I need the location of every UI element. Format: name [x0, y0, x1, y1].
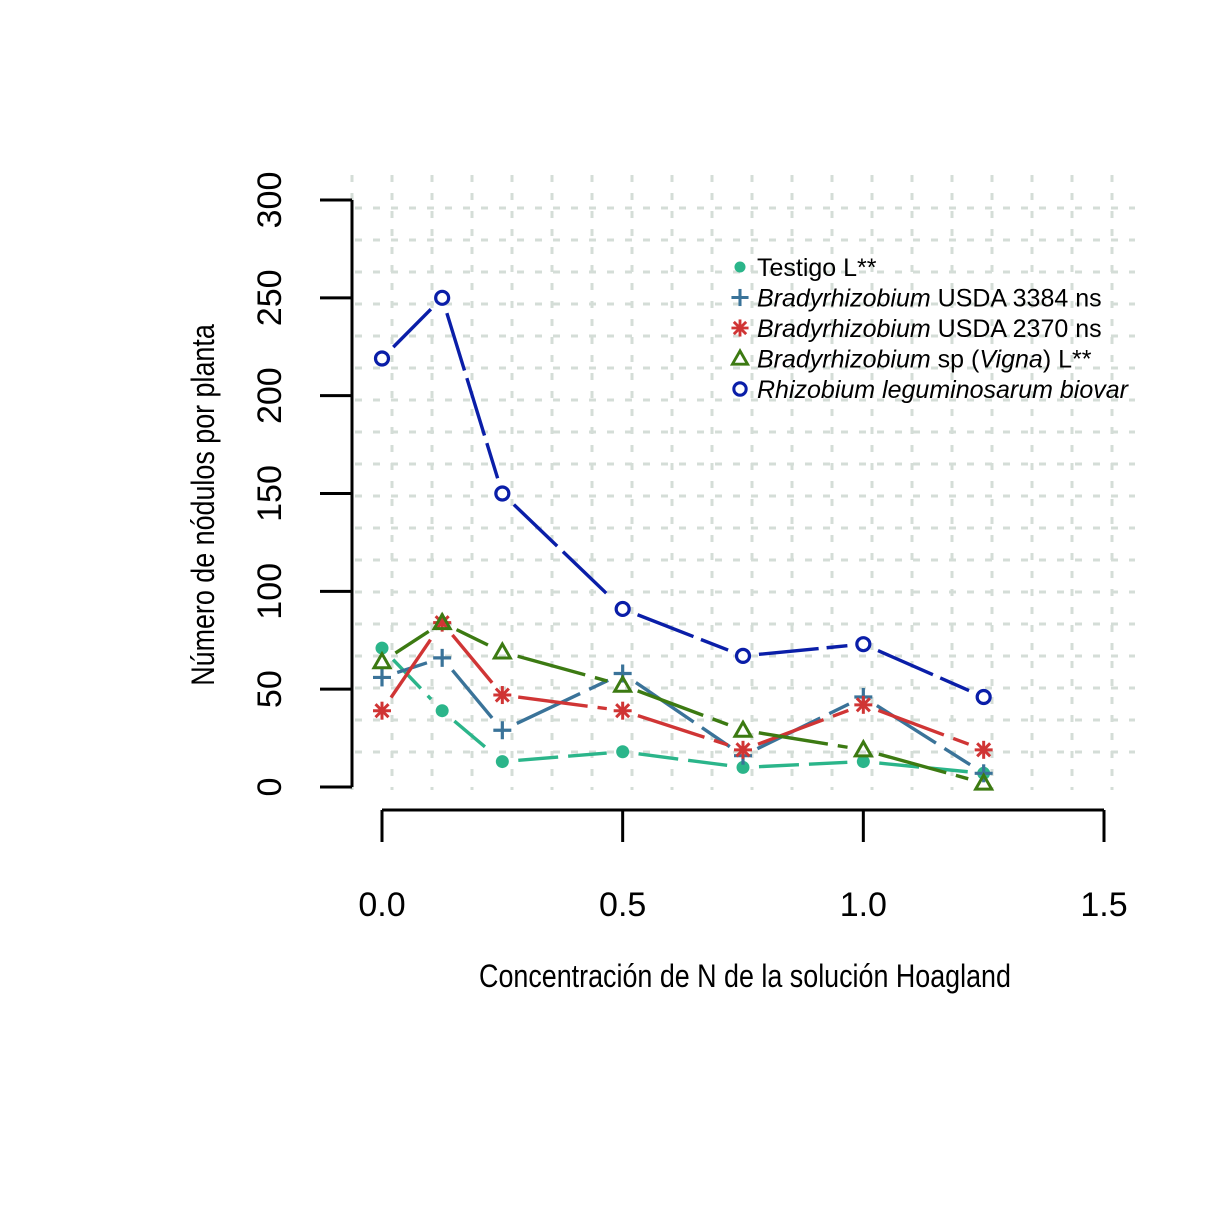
series-3-line-segment	[451, 633, 494, 684]
series-5-point	[855, 636, 872, 653]
series-5-point	[734, 647, 752, 665]
series-lines	[389, 307, 972, 781]
series-4-point	[732, 719, 754, 738]
series-4-point	[431, 611, 453, 631]
series-1-line-segment	[638, 752, 728, 768]
series-2-point	[433, 648, 452, 667]
series-4-line-segment	[455, 628, 489, 647]
series-1-point	[375, 641, 389, 655]
series-1-point	[435, 704, 449, 718]
series-3-line-segment	[757, 708, 849, 746]
grid	[350, 175, 1135, 790]
y-tick-label: 0	[251, 778, 289, 797]
y-axis-title: Número de nódulos por planta	[186, 324, 222, 686]
legend-label: Bradyrhizobium sp (Vigna) L**	[757, 346, 1092, 374]
series-1-point	[736, 760, 750, 774]
x-tick-label: 1.5	[1080, 886, 1127, 924]
series-5-line-segment	[392, 307, 433, 349]
series-5-line-segment	[758, 644, 848, 657]
series-5-line-segment	[445, 312, 500, 479]
series-1-point	[495, 755, 509, 769]
series-1-line-segment	[518, 751, 607, 762]
legend-label: Bradyrhizobium USDA 3384 ns	[757, 285, 1102, 313]
y-tick-label: 200	[251, 367, 289, 424]
legend-symbol	[731, 288, 749, 307]
series-2-point	[493, 721, 512, 740]
y-tick-label: 150	[251, 465, 289, 522]
legend-symbol	[729, 348, 751, 366]
legend-label: Bradyrhizobium USDA 2370 ns	[757, 315, 1102, 343]
x-tick-label: 0.0	[358, 886, 405, 924]
legend-label: Rhizobium leguminosarum biovar	[757, 376, 1130, 404]
series-2-line-segment	[451, 669, 494, 720]
legend-symbol	[734, 261, 746, 273]
series-4-point	[852, 738, 874, 758]
y-tick-label: 100	[251, 563, 289, 620]
series-4-line-segment	[517, 654, 608, 683]
series-5-point	[494, 485, 511, 502]
series-5-line-segment	[512, 503, 613, 600]
series-1-line-segment	[391, 658, 433, 701]
series-5-point	[434, 289, 451, 306]
series-5-point	[975, 688, 992, 706]
series-5-point	[614, 600, 631, 618]
series-4-point	[612, 674, 634, 693]
series-3-point	[493, 686, 512, 705]
series-3-point	[974, 740, 993, 759]
series-1-line-segment	[453, 719, 492, 753]
series-1-line-segment	[879, 761, 968, 774]
series-4-point	[491, 640, 513, 660]
x-tick-label: 1.0	[840, 886, 887, 924]
series-5-line-segment	[877, 649, 970, 693]
series-4-line-segment	[878, 752, 969, 781]
series-1-point	[616, 745, 630, 759]
x-tick-label: 0.5	[599, 886, 646, 924]
legend-label: Testigo L**	[757, 254, 877, 282]
series-4-line-segment	[394, 629, 430, 655]
series-4-point	[371, 650, 393, 670]
series-2-point	[373, 668, 391, 687]
series-3-point	[373, 701, 391, 720]
series-3-line-segment	[389, 634, 435, 699]
series-3-point	[854, 695, 873, 714]
legend-symbol	[732, 381, 748, 397]
series-5-line-segment	[636, 613, 729, 652]
series-3-line-segment	[637, 714, 729, 747]
series-3-point	[613, 701, 632, 720]
series-markers	[371, 289, 995, 791]
series-4-point	[973, 772, 995, 791]
series-3-line-segment	[517, 695, 608, 711]
series-5-point	[373, 350, 391, 367]
axes: 0 50 100 150 200 250 300 0.0 0.5 1.0 1.5	[251, 172, 1128, 924]
series-4-line-segment	[637, 689, 729, 727]
y-tick-label: 250	[251, 269, 289, 326]
series-1-line-segment	[758, 760, 848, 769]
y-tick-label: 300	[251, 172, 289, 229]
series-1-point	[856, 755, 870, 769]
x-axis-title: Concentración de N de la solución Hoagla…	[479, 959, 1011, 995]
legend: Testigo L**Bradyrhizobium USDA 3384 nsBr…	[729, 254, 1130, 404]
series-3-point	[734, 740, 752, 759]
series-2-line-segment	[634, 681, 731, 749]
series-3-line-segment	[877, 708, 970, 746]
series-4-line-segment	[758, 731, 848, 749]
legend-symbol	[731, 319, 749, 337]
y-tick-label: 50	[251, 670, 289, 708]
